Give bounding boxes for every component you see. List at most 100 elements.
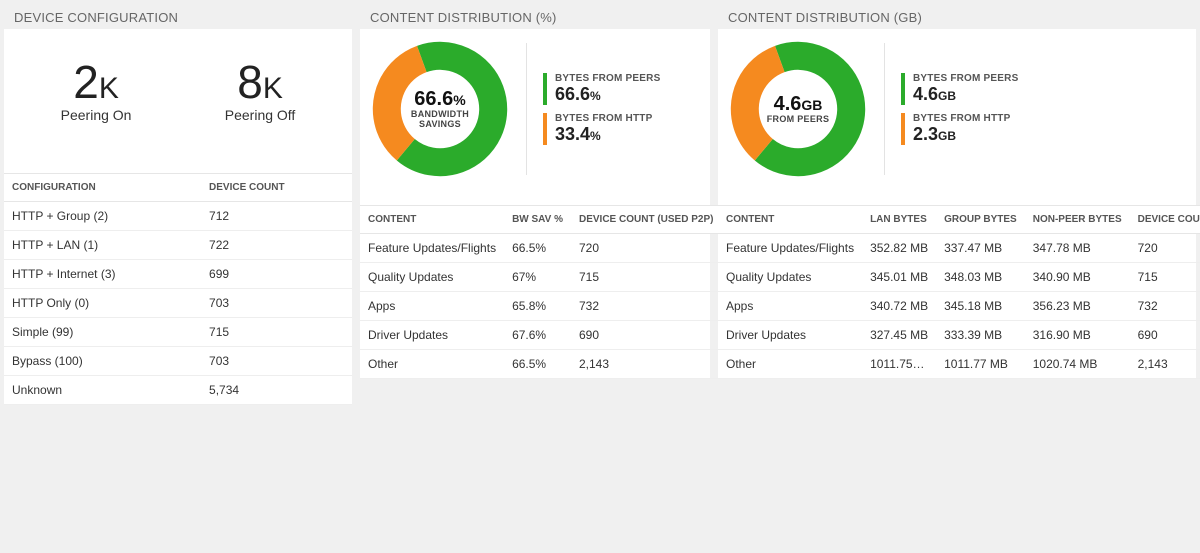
panel-title: DEVICE CONFIGURATION: [4, 4, 352, 29]
table-cell: 1011.75…: [862, 350, 936, 379]
table-cell: 5,734: [201, 376, 352, 405]
table-cell: Quality Updates: [360, 263, 504, 292]
stat-label: Peering Off: [225, 107, 296, 123]
table-cell: Apps: [360, 292, 504, 321]
table-row[interactable]: HTTP + Group (2)712: [4, 202, 352, 231]
stat-number: 8: [237, 56, 263, 108]
table-cell: 316.90 MB: [1025, 321, 1130, 350]
table-cell: HTTP + Internet (3): [4, 260, 201, 289]
column-header[interactable]: CONTENT: [360, 206, 504, 234]
table-cell: HTTP + LAN (1): [4, 231, 201, 260]
panel-title: CONTENT DISTRIBUTION (GB): [718, 4, 1196, 29]
table-cell: 715: [571, 263, 721, 292]
table-cell: 327.45 MB: [862, 321, 936, 350]
table-cell: HTTP + Group (2): [4, 202, 201, 231]
column-header[interactable]: NON-PEER BYTES: [1025, 206, 1130, 234]
dist-gb-chart-row: 4.6GB FROM PEERS BYTES FROM PEERS4.6GBBY…: [718, 29, 1196, 195]
dist-gb-legend: BYTES FROM PEERS4.6GB BYTES FROM HTTP2.3G…: [901, 73, 1018, 145]
column-header[interactable]: CONFIGURATION: [4, 174, 201, 202]
column-header[interactable]: DEVICE COUNT: [201, 174, 352, 202]
table-row[interactable]: Bypass (100)703: [4, 347, 352, 376]
table-cell: Other: [718, 350, 862, 379]
stat-peering-off: 8K Peering Off: [225, 59, 296, 123]
table-cell: 690: [571, 321, 721, 350]
column-header[interactable]: DEVICE COUNT (USED P2P): [1130, 206, 1200, 234]
table-row[interactable]: Feature Updates/Flights66.5%720: [360, 234, 721, 263]
table-cell: 2,143: [1130, 350, 1200, 379]
table-cell: Driver Updates: [718, 321, 862, 350]
table-row[interactable]: Driver Updates327.45 MB333.39 MB316.90 M…: [718, 321, 1200, 350]
legend-item: BYTES FROM HTTP2.3GB: [901, 113, 1018, 145]
table-cell: 67.6%: [504, 321, 571, 350]
table-cell: 732: [571, 292, 721, 321]
column-header[interactable]: BW SAV %: [504, 206, 571, 234]
legend-item: BYTES FROM PEERS66.6%: [543, 73, 660, 105]
table-cell: 690: [1130, 321, 1200, 350]
column-header[interactable]: CONTENT: [718, 206, 862, 234]
table-cell: Simple (99): [4, 318, 201, 347]
table-row[interactable]: Unknown5,734: [4, 376, 352, 405]
table-cell: 340.90 MB: [1025, 263, 1130, 292]
table-cell: 720: [571, 234, 721, 263]
donut-center-label: BANDWIDTH SAVINGS: [405, 110, 475, 130]
legend-label: BYTES FROM HTTP: [913, 113, 1018, 124]
stat-peering-on: 2K Peering On: [61, 59, 132, 123]
table-cell: 356.23 MB: [1025, 292, 1130, 321]
table-cell: 67%: [504, 263, 571, 292]
column-header[interactable]: GROUP BYTES: [936, 206, 1025, 234]
dist-gb-donut: 4.6GB FROM PEERS: [728, 39, 868, 179]
panel-title: CONTENT DISTRIBUTION (%): [360, 4, 710, 29]
table-cell: 352.82 MB: [862, 234, 936, 263]
table-row[interactable]: Quality Updates345.01 MB348.03 MB340.90 …: [718, 263, 1200, 292]
legend-value: 2.3GB: [913, 124, 1018, 145]
legend-item: BYTES FROM PEERS4.6GB: [901, 73, 1018, 105]
table-cell: Feature Updates/Flights: [718, 234, 862, 263]
column-header[interactable]: LAN BYTES: [862, 206, 936, 234]
table-row[interactable]: Apps340.72 MB345.18 MB356.23 MB732: [718, 292, 1200, 321]
dashboard: DEVICE CONFIGURATION 2K Peering On 8K Pe…: [4, 4, 1196, 405]
table-cell: 348.03 MB: [936, 263, 1025, 292]
legend-label: BYTES FROM HTTP: [555, 113, 660, 124]
table-cell: 715: [201, 318, 352, 347]
table-cell: 703: [201, 289, 352, 318]
device-config-table: CONFIGURATIONDEVICE COUNTHTTP + Group (2…: [4, 173, 352, 405]
stat-label: Peering On: [61, 107, 132, 123]
table-cell: 722: [201, 231, 352, 260]
table-cell: Unknown: [4, 376, 201, 405]
table-row[interactable]: HTTP + Internet (3)699: [4, 260, 352, 289]
table-cell: 703: [201, 347, 352, 376]
table-cell: Bypass (100): [4, 347, 201, 376]
table-row[interactable]: Other1011.75…1011.77 MB1020.74 MB2,143: [718, 350, 1200, 379]
table-cell: 1011.77 MB: [936, 350, 1025, 379]
panel-device-config: DEVICE CONFIGURATION 2K Peering On 8K Pe…: [4, 4, 352, 405]
table-row[interactable]: Apps65.8%732: [360, 292, 721, 321]
table-cell: 715: [1130, 263, 1200, 292]
table-row[interactable]: Quality Updates67%715: [360, 263, 721, 292]
column-header[interactable]: DEVICE COUNT (USED P2P): [571, 206, 721, 234]
table-cell: Other: [360, 350, 504, 379]
legend-value: 4.6GB: [913, 84, 1018, 105]
table-row[interactable]: Other66.5%2,143: [360, 350, 721, 379]
table-row[interactable]: Feature Updates/Flights352.82 MB337.47 M…: [718, 234, 1200, 263]
table-cell: 333.39 MB: [936, 321, 1025, 350]
donut-center: 66.6% BANDWIDTH SAVINGS: [405, 88, 475, 130]
donut-center-label: FROM PEERS: [767, 115, 830, 125]
table-cell: 66.5%: [504, 234, 571, 263]
table-cell: 345.01 MB: [862, 263, 936, 292]
donut-center: 4.6GB FROM PEERS: [767, 93, 830, 125]
table-row[interactable]: HTTP Only (0)703: [4, 289, 352, 318]
table-cell: 2,143: [571, 350, 721, 379]
dist-pct-table: CONTENTBW SAV %DEVICE COUNT (USED P2P)Fe…: [360, 205, 721, 379]
table-row[interactable]: HTTP + LAN (1)722: [4, 231, 352, 260]
table-cell: 65.8%: [504, 292, 571, 321]
table-cell: 337.47 MB: [936, 234, 1025, 263]
table-cell: 347.78 MB: [1025, 234, 1130, 263]
donut-center-suffix: GB: [801, 97, 822, 113]
stat-unit: K: [99, 72, 119, 105]
table-cell: Driver Updates: [360, 321, 504, 350]
table-row[interactable]: Simple (99)715: [4, 318, 352, 347]
table-row[interactable]: Driver Updates67.6%690: [360, 321, 721, 350]
panel-dist-gb: CONTENT DISTRIBUTION (GB) 4.6GB FROM PEE…: [718, 4, 1196, 379]
donut-center-value: 4.6: [774, 93, 802, 115]
table-cell: Quality Updates: [718, 263, 862, 292]
